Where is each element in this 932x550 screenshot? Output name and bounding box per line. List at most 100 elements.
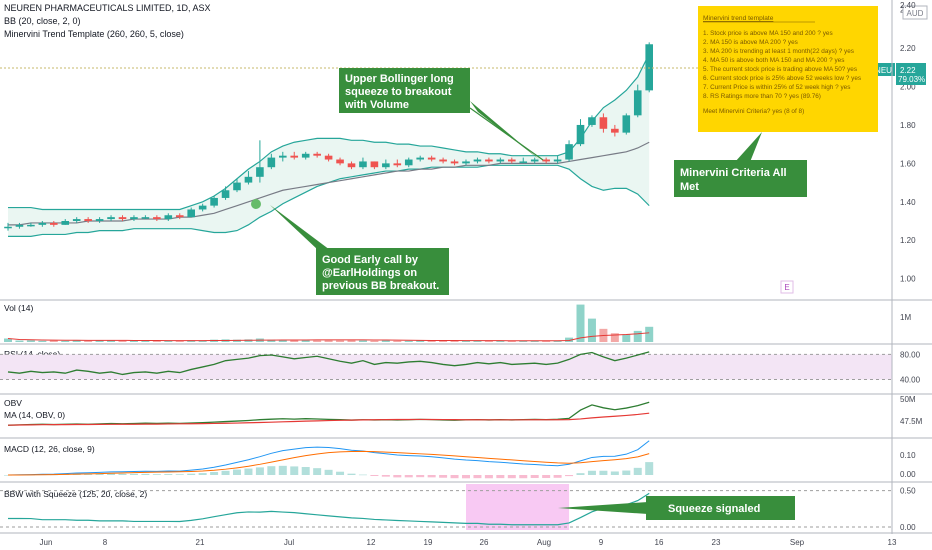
- volume-bar: [450, 340, 459, 342]
- volume-bar: [542, 340, 551, 342]
- candle-body: [427, 157, 436, 160]
- time-tick-label: 23: [712, 538, 721, 547]
- volume-bar: [622, 334, 631, 342]
- volume-bar: [393, 340, 402, 342]
- macd-histogram-bar: [278, 465, 287, 475]
- volume-bar: [267, 339, 276, 342]
- candle-body: [38, 222, 47, 225]
- minervini-legend[interactable]: Minervini Trend Template (260, 260, 5, c…: [4, 29, 184, 39]
- volume-bar: [347, 340, 356, 342]
- volume-bar: [313, 340, 322, 342]
- macd-histogram-bar: [530, 475, 539, 479]
- candle-body: [210, 197, 218, 206]
- macd-histogram-bar: [622, 470, 631, 475]
- candle-body: [393, 163, 402, 166]
- time-tick-label: 19: [424, 538, 433, 547]
- macd-histogram-bar: [576, 473, 585, 475]
- time-tick-label: 12: [367, 538, 376, 547]
- price-tick-label: 1.60: [900, 159, 916, 168]
- candle-body: [27, 224, 35, 227]
- callout-early-call: Good Early call by @EarlHoldings on prev…: [270, 205, 449, 295]
- volume-bar: [507, 340, 516, 342]
- macd-histogram-bar: [599, 470, 608, 475]
- minervini-item-8: 8. RS Ratings more than 70 ? yes (89.76): [703, 93, 821, 100]
- candle-body: [279, 155, 287, 158]
- volume-bar: [404, 340, 413, 342]
- candle-body: [118, 217, 127, 220]
- candle-body: [633, 90, 642, 116]
- macd-histogram-bar: [565, 475, 574, 477]
- currency-badge[interactable]: [902, 5, 928, 20]
- main-price-pane[interactable]: [0, 42, 872, 237]
- candle-body: [301, 153, 310, 158]
- volume-bar: [38, 340, 47, 342]
- price-axis[interactable]: 2.402.202.001.801.601.401.201.00: [900, 6, 916, 284]
- macd-histogram-bar: [370, 475, 379, 477]
- volume-bar: [416, 340, 425, 342]
- candle-body: [553, 159, 562, 162]
- vol-axis-label: 1M: [900, 313, 911, 322]
- candle-body: [485, 159, 493, 162]
- candle-body: [221, 190, 230, 198]
- macd-histogram-bar: [645, 462, 654, 475]
- candle-body: [611, 128, 619, 133]
- candle-body: [542, 159, 550, 162]
- volume-bar: [301, 339, 310, 342]
- candle-body: [450, 161, 459, 164]
- candle-body: [599, 117, 608, 129]
- candle-body: [50, 222, 58, 225]
- volume-bar: [633, 330, 642, 342]
- time-axis[interactable]: Jun 8 21 Jul 12 19 26 Aug 9 16 23 Sep 13: [40, 538, 897, 547]
- candle-body: [15, 224, 24, 227]
- candle-body: [530, 159, 539, 162]
- candle-body: [622, 115, 631, 133]
- candle-body: [576, 124, 585, 145]
- volume-bar: [358, 340, 367, 342]
- candle-body: [187, 209, 195, 218]
- macd-histogram-bar: [507, 475, 516, 479]
- candle-body: [370, 161, 379, 168]
- callout-criteria-bg: [674, 160, 807, 197]
- callout-early-line-1: Good Early call by: [322, 254, 419, 266]
- callout-upper-bollinger: Upper Bollinger long squeeze to breakout…: [339, 68, 544, 161]
- price-tick-label: 1.20: [900, 236, 916, 245]
- macd-histogram-bar: [301, 467, 310, 475]
- macd-histogram-bar: [381, 475, 390, 477]
- macd-histogram-bar: [324, 469, 333, 475]
- minervini-box-title: Minervini trend template: [703, 15, 774, 22]
- indicator-panes[interactable]: Vol (14)1MRSI (14, close)80.0040.00OBVMA…: [0, 0, 932, 534]
- candle-body: [508, 159, 516, 162]
- vol-pane-label: Vol (14): [4, 303, 33, 313]
- price-tick-label: 2.00: [900, 83, 916, 92]
- obv-axis-50m: 50M: [900, 395, 916, 404]
- callout-early-line-3: previous BB breakout.: [322, 280, 439, 292]
- macd-histogram-bar: [152, 474, 161, 475]
- macd-histogram-bar: [496, 475, 505, 479]
- bb-legend[interactable]: BB (20, close, 2, 0): [4, 16, 81, 26]
- earnings-badge[interactable]: [780, 280, 794, 294]
- volume-bar: [61, 340, 70, 342]
- minervini-item-1: 1. Stock price is above MA 150 and 200 ?…: [703, 30, 833, 37]
- macd-histogram-bar: [221, 470, 230, 475]
- macd-histogram-bar: [107, 473, 116, 475]
- macd-histogram-bar: [118, 473, 127, 475]
- candle-body: [496, 159, 505, 162]
- callout-upper-line-3: with Volume: [344, 99, 409, 111]
- moving-average-line: [8, 141, 650, 226]
- macd-line: [7, 440, 650, 476]
- macd-axis-010: 0.10: [900, 451, 916, 460]
- early-call-marker: [251, 199, 261, 209]
- candle-body: [61, 221, 70, 225]
- candle-body: [439, 159, 447, 162]
- volume-bar: [118, 340, 127, 342]
- macd-histogram-bar: [484, 475, 493, 479]
- macd-histogram-bar: [610, 471, 619, 475]
- volume-bar: [95, 340, 104, 342]
- symbol-badge-label: NEU: [875, 66, 892, 75]
- bbw-axis-000: 0.00: [900, 523, 916, 532]
- candle-body: [565, 144, 573, 160]
- macd-histogram-bar: [542, 475, 551, 479]
- volume-bar: [278, 339, 287, 342]
- candle-body: [416, 157, 424, 160]
